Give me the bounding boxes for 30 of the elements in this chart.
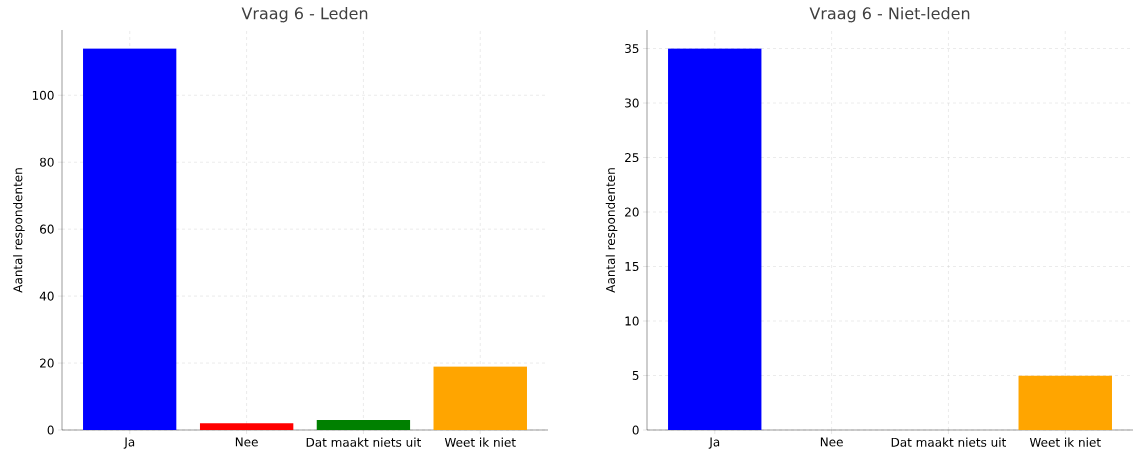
bar xyxy=(433,366,527,430)
y-tick-label: 20 xyxy=(40,358,54,368)
bar xyxy=(199,423,294,430)
y-tick-label: 40 xyxy=(39,291,54,301)
y-tick-label: 5 xyxy=(632,371,639,380)
y-tick-label: 0 xyxy=(47,425,54,435)
y-tick-label: 35 xyxy=(625,43,639,54)
y-tick-label: 0 xyxy=(632,425,639,435)
y-tick-label: 10 xyxy=(625,316,639,326)
y-tick-label: 15 xyxy=(625,262,639,271)
x-tick-label: Ja xyxy=(708,437,720,449)
x-tick-label: Weet ik niet xyxy=(444,437,516,447)
y-tick-label: 100 xyxy=(32,90,54,100)
x-tick-label: Dat maakt niets uit xyxy=(306,437,421,447)
y-tick-label: 20 xyxy=(625,207,639,217)
chart-title: Vraag 6 - Niet-leden xyxy=(809,6,970,23)
bar xyxy=(316,419,411,430)
y-axis-title: Aantal respondenten xyxy=(605,168,618,293)
bar xyxy=(83,48,177,430)
y-tick-label: 60 xyxy=(40,224,54,234)
y-tick-label: 30 xyxy=(625,98,639,108)
x-tick-label: Ja xyxy=(123,437,135,449)
x-tick-label: Nee xyxy=(820,437,843,447)
x-tick-label: Nee xyxy=(235,437,258,447)
y-axis-title: Aantal respondenten xyxy=(13,168,25,293)
x-tick-label: Dat maakt niets uit xyxy=(891,437,1006,447)
x-tick-label: Weet ik niet xyxy=(1029,437,1101,447)
chart-title: Vraag 6 - Leden xyxy=(241,6,368,23)
y-tick-label: 80 xyxy=(40,157,54,167)
y-tick-label: 25 xyxy=(625,152,639,163)
